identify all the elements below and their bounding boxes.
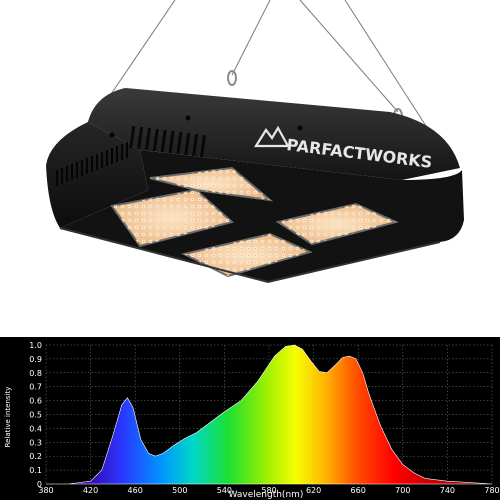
y-tick-label: 0.7 — [29, 383, 42, 392]
y-tick-label: 0.8 — [29, 369, 42, 378]
y-tick-labels: 0 0.1 0.2 0.3 0.4 0.5 0.6 0.7 0.8 0.9 1.0 — [29, 341, 42, 489]
x-axis-label: Wavelength(nm) — [229, 490, 304, 500]
x-tick-label: 660 — [351, 486, 366, 495]
x-tick-label: 700 — [395, 486, 410, 495]
y-tick-label: 1.0 — [29, 341, 42, 350]
y-tick-label: 0 — [37, 480, 42, 489]
x-tick-label: 780 — [484, 486, 499, 495]
led-panels — [110, 166, 399, 278]
screws — [109, 115, 303, 138]
y-tick-label: 0.1 — [29, 466, 42, 475]
y-tick-label: 0.9 — [29, 355, 42, 364]
y-tick-label: 0.5 — [29, 411, 42, 420]
grow-light-product-image: PARFACTWORKS — [46, 0, 464, 284]
x-tick-label: 420 — [83, 486, 98, 495]
x-tick-label: 500 — [172, 486, 187, 495]
mountain-peaks-icon — [254, 125, 290, 148]
x-tick-labels: 380 420 460 500 540 580 620 660 700 740 780 — [38, 486, 499, 495]
y-tick-label: 0.2 — [29, 452, 42, 461]
x-tick-label: 540 — [217, 486, 232, 495]
vent-slots — [56, 142, 128, 186]
spectrum-chart: 0 0.1 0.2 0.3 0.4 0.5 0.6 0.7 0.8 0.9 1.0 380 420 46… — [0, 337, 500, 500]
x-tick-label: 580 — [261, 486, 276, 495]
top-vent-slots — [129, 126, 207, 157]
spectrum-area — [46, 344, 493, 485]
y-tick-label: 0.4 — [29, 424, 42, 433]
housing-front-side — [60, 150, 464, 282]
x-tick-label: 740 — [440, 486, 455, 495]
y-tick-label: 0.3 — [29, 438, 42, 447]
x-tick-label: 460 — [128, 486, 143, 495]
x-tick-label: 620 — [306, 486, 321, 495]
y-tick-label: 0.6 — [29, 397, 42, 406]
y-axis-label: Relative intensity — [4, 387, 12, 448]
x-tick-label: 380 — [38, 486, 53, 495]
